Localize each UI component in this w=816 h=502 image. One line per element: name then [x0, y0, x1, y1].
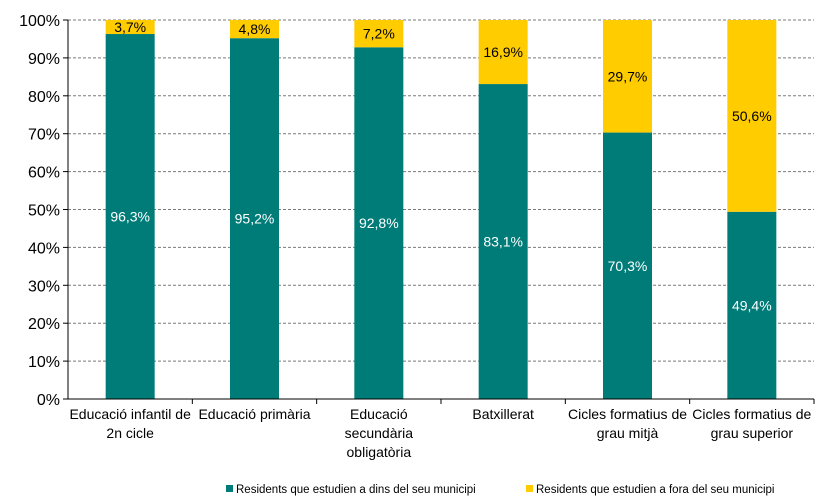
x-category-label: grau superior	[711, 425, 794, 441]
x-category-label: Cicles formatius de	[568, 406, 687, 422]
x-category-label: obligatòria	[347, 444, 412, 460]
data-label: 50,6%	[732, 108, 772, 124]
x-category-label: Educació primària	[198, 406, 310, 422]
data-label: 29,7%	[608, 68, 648, 84]
x-category-label: Educació	[350, 406, 408, 422]
legend-label: Residents que estudien a dins del seu mu…	[236, 484, 476, 496]
bars: 96,3% 3,7% 95,2% 4,8% 92,8% 7,2% 83,1% 16,9% 70,…	[105, 19, 777, 400]
data-label: 16,9%	[483, 44, 523, 60]
x-axis-category-labels: Educació infantil de 2n cicle Educació pri…	[69, 406, 811, 460]
y-tick-label: 60%	[28, 165, 60, 182]
bar-segment	[354, 47, 404, 400]
data-label: 83,1%	[483, 234, 523, 250]
x-category-label: 2n cicle	[106, 425, 154, 441]
bar-segment	[105, 34, 155, 399]
bar-segment	[478, 20, 528, 85]
y-tick-label: 50%	[28, 203, 60, 220]
x-category-label: grau mitjà	[597, 425, 659, 441]
legend-swatch	[526, 485, 533, 492]
bar-segment	[727, 211, 777, 399]
legend: Residents que estudien a dins del seu mu…	[226, 484, 774, 496]
bar-segment	[727, 20, 777, 212]
legend-swatch	[226, 485, 233, 492]
bar-segment	[603, 20, 652, 133]
bar-segment	[105, 20, 155, 35]
data-label: 96,3%	[110, 209, 150, 225]
data-label: 70,3%	[608, 258, 648, 274]
y-tick-label: 90%	[28, 51, 60, 68]
axes	[63, 19, 815, 404]
data-label: 4,8%	[239, 21, 271, 37]
data-label: 3,7%	[114, 19, 146, 35]
y-tick-label: 70%	[28, 127, 60, 144]
bar-segment	[354, 20, 404, 48]
bar-segment	[603, 132, 652, 400]
y-tick-label: 30%	[28, 278, 60, 295]
legend-label: Residents que estudien a fora del seu mu…	[536, 484, 774, 496]
y-tick-label: 80%	[28, 89, 60, 106]
bar-segment	[478, 84, 528, 400]
data-label: 95,2%	[235, 211, 275, 227]
bar-segment	[230, 38, 279, 399]
y-axis-tick-labels: 0% 10% 20% 30% 40% 50% 60% 70% 80% 90% 100%	[19, 13, 60, 409]
x-category-label: Educació infantil de	[69, 406, 191, 422]
data-label: 49,4%	[732, 297, 772, 313]
y-tick-label: 0%	[37, 392, 60, 409]
x-category-label: Cicles formatius de	[692, 406, 811, 422]
data-label: 92,8%	[359, 215, 399, 231]
bar-segment	[230, 20, 279, 39]
gridlines	[68, 19, 814, 362]
y-tick-label: 100%	[19, 13, 60, 30]
x-category-label: secundària	[345, 425, 414, 441]
y-tick-label: 20%	[28, 316, 60, 333]
y-tick-label: 10%	[28, 354, 60, 371]
x-category-label: Batxillerat	[472, 406, 534, 422]
y-tick-label: 40%	[28, 240, 60, 257]
data-label: 7,2%	[363, 26, 395, 42]
